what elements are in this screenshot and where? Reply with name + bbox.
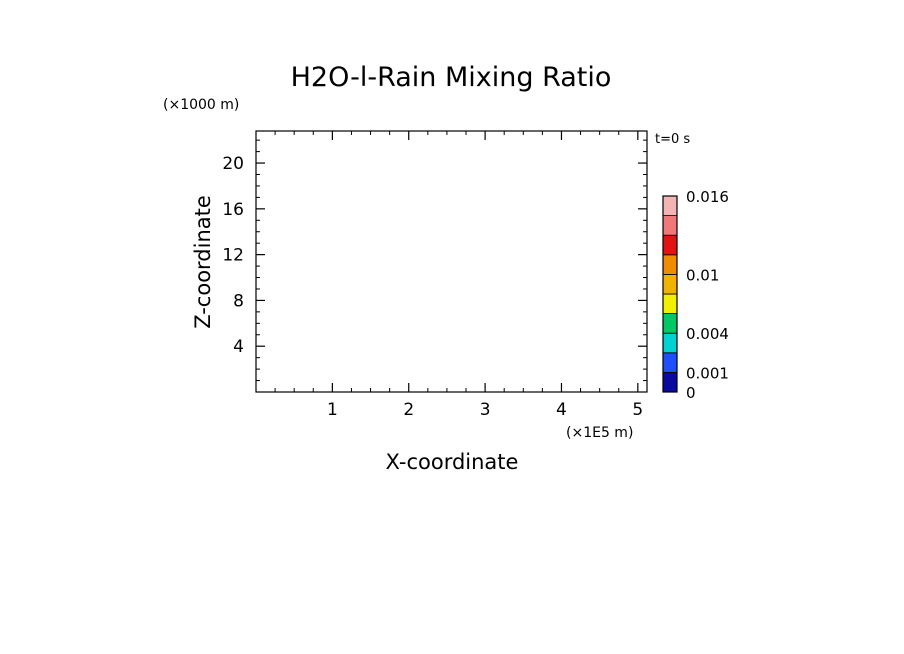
x-axis-label: X-coordinate [386,450,519,474]
x-unit-label: (×1E5 m) [566,425,633,441]
colorbar-label: 0.016 [686,188,729,206]
y-axis: 4 8 12 16 20 [222,139,647,382]
x-tick-label: 1 [327,400,338,420]
x-tick-label: 3 [480,400,491,420]
y-tick-label: 20 [222,154,244,174]
colorbar-segment [662,254,678,275]
x-tick-label: 2 [403,400,414,420]
colorbar-segment [662,234,678,256]
y-tick-label: 4 [233,337,244,357]
y-unit-label: (×1000 m) [163,97,239,113]
chart-title: H2O-l-Rain Mixing Ratio [291,62,612,93]
colorbar-frame [662,195,678,393]
colorbar-label: 0.01 [686,266,719,284]
colorbar-segment [662,313,678,334]
colorbar-segment [662,352,678,373]
colorbar-label: 0.001 [686,364,729,382]
colorbar-label: 0.004 [686,325,729,343]
x-tick-label: 4 [556,400,567,420]
time-label: t=0 s [655,132,690,147]
y-tick-label: 12 [222,246,244,266]
x-axis: 1 2 3 4 5 [274,131,643,420]
colorbar: 0 0.001 0.004 0.01 0.016 [662,188,729,402]
plot-area [255,130,648,393]
y-tick-label: 16 [222,200,244,220]
colorbar-segment [662,195,678,217]
x-tick-label: 5 [632,400,643,420]
colorbar-segment [662,332,678,354]
y-axis-label: Z-coordinate [191,195,215,329]
colorbar-segment [662,215,678,236]
colorbar-label: 0 [686,384,696,402]
y-tick-label: 8 [233,291,244,311]
colorbar-segment [662,273,678,295]
colorbar-segment [662,371,678,393]
colorbar-segment [662,293,678,315]
